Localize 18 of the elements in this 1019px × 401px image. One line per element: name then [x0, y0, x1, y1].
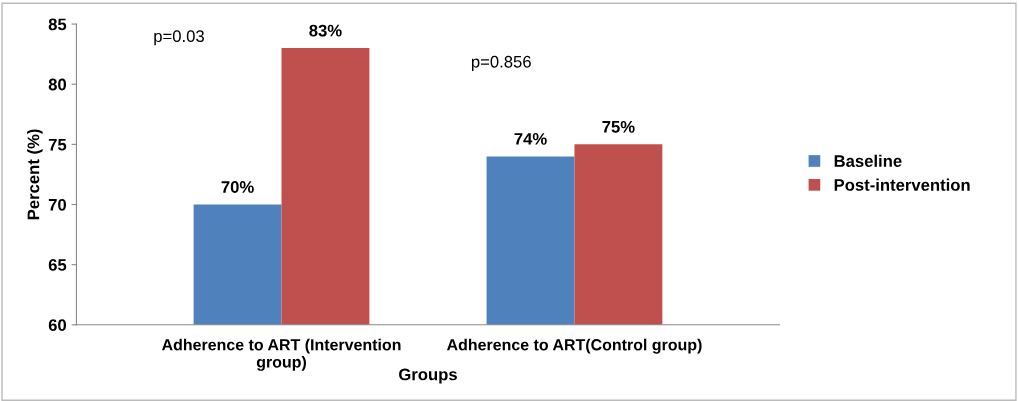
data-label: 74%	[514, 133, 547, 145]
y-tick-label: 75	[48, 138, 67, 151]
legend-label: Baseline	[834, 154, 902, 167]
x-axis-title: Groups	[399, 368, 457, 384]
legend-label: Post-intervention	[834, 178, 970, 191]
y-tick-label: 85	[48, 18, 67, 31]
y-tick-label: 80	[48, 78, 67, 91]
y-axis-title: Percent (%)	[27, 129, 43, 220]
data-label: 75%	[602, 120, 635, 133]
annotation: p=0.03	[154, 30, 204, 46]
x-tick-label: Adherence to ART (Intervention group)	[161, 338, 401, 371]
data-label: 70%	[221, 181, 254, 193]
y-tick-label: 70	[48, 198, 67, 211]
annotation: p=0.856	[471, 55, 531, 71]
y-tick-label: 60	[48, 319, 67, 332]
data-label: 83%	[309, 24, 342, 37]
y-tick-label: 65	[48, 259, 67, 271]
x-tick-label: Adherence to ART(Control group)	[446, 338, 702, 354]
